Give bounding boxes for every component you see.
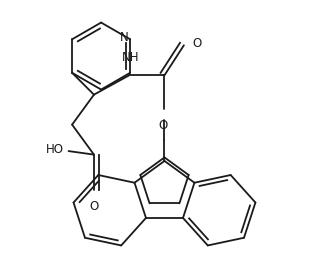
Text: N: N [120,31,128,44]
Text: HO: HO [46,143,64,156]
Text: O: O [193,37,202,50]
Text: O: O [89,200,98,213]
Text: O: O [158,119,167,132]
Text: NH: NH [122,51,140,64]
